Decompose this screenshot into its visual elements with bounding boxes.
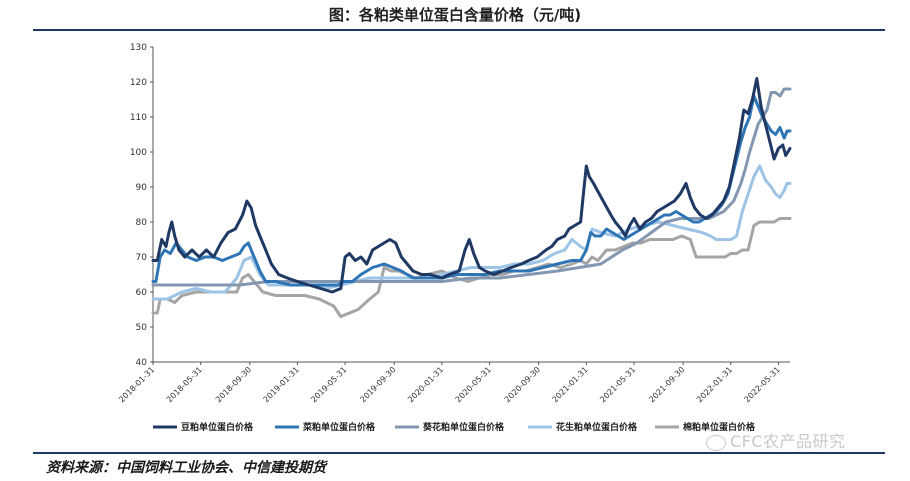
x-tick-label: 2019-09-30 — [358, 365, 397, 404]
y-tick-label: 110 — [130, 113, 147, 123]
y-tick-label: 50 — [136, 323, 148, 333]
y-tick-label: 130 — [130, 43, 147, 53]
x-tick-label: 2019-01-31 — [262, 365, 301, 404]
series-line-1 — [151, 77, 792, 294]
y-tick-label: 100 — [130, 148, 147, 158]
legend-label: 葵花粕单位蛋白价格 — [422, 421, 505, 433]
series-lines — [151, 77, 792, 318]
watermark: CFC农产品研究 — [706, 428, 846, 452]
x-tick-label: 2018-05-31 — [165, 365, 204, 404]
y-tick-label: 80 — [136, 218, 148, 228]
legend-label: 菜粕单位蛋白价格 — [302, 421, 376, 433]
chart-legend: 豆粕单位蛋白价格 菜粕单位蛋白价格 葵花粕单位蛋白价格 花生粕单位蛋白价格 棉粕单位蛋白… — [153, 421, 756, 433]
x-tick-label: 2022-05-31 — [743, 365, 782, 404]
y-tick-label: 60 — [136, 288, 148, 298]
x-tick-label: 2021-09-30 — [647, 365, 686, 404]
chart-title: 图：各粕类单位蛋白含量价格（元/吨) — [328, 6, 582, 24]
wechat-icon — [706, 434, 726, 451]
series-line-4 — [151, 164, 792, 301]
x-tick-label: 2018-09-30 — [214, 365, 253, 404]
x-tick-label: 2019-05-31 — [309, 365, 348, 404]
y-tick-label: 90 — [136, 183, 148, 193]
x-tick-label: 2022-01-31 — [695, 365, 734, 404]
legend-label: 豆粕单位蛋白价格 — [181, 421, 254, 433]
bottom-rule — [33, 452, 885, 454]
x-tick-label: 2021-01-31 — [551, 365, 590, 404]
x-tick-label: 2021-05-31 — [598, 365, 637, 404]
source-note: 资料来源：中国饲料工业协会、中信建投期货 — [46, 460, 326, 476]
y-tick-label: 120 — [130, 78, 147, 88]
x-tick-label: 2020-01-31 — [406, 365, 445, 404]
legend-label: 花生粕单位蛋白价格 — [556, 421, 638, 433]
series-line-5 — [151, 217, 792, 318]
x-tick-label: 2020-09-30 — [503, 365, 542, 404]
y-tick-label: 40 — [136, 358, 148, 368]
legend-label: 棉粕单位蛋白价格 — [683, 421, 756, 433]
x-tick-label: 2018-01-31 — [117, 365, 156, 404]
top-rule — [33, 29, 885, 31]
watermark-text: CFC农产品研究 — [730, 432, 846, 451]
x-tick-label: 2020-05-31 — [454, 365, 493, 404]
y-tick-label: 70 — [136, 253, 148, 263]
